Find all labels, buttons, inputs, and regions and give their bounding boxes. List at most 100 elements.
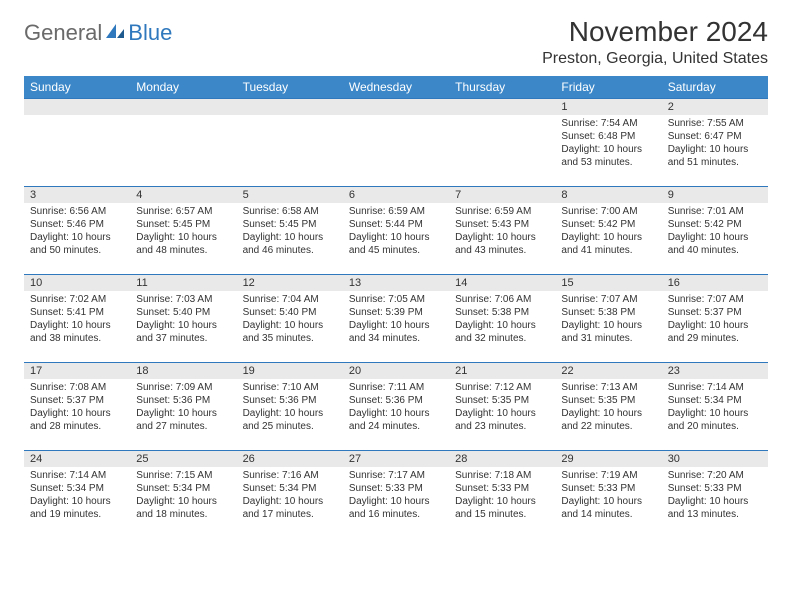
calendar-cell: 21Sunrise: 7:12 AMSunset: 5:35 PMDayligh… — [449, 363, 555, 451]
day-details — [24, 115, 130, 175]
day-details: Sunrise: 7:19 AMSunset: 5:33 PMDaylight:… — [555, 467, 661, 525]
sunset-text: Sunset: 5:35 PM — [561, 394, 655, 407]
sunrise-text: Sunrise: 7:13 AM — [561, 381, 655, 394]
daylight-text: Daylight: 10 hours and 50 minutes. — [30, 231, 124, 257]
calendar-cell: 23Sunrise: 7:14 AMSunset: 5:34 PMDayligh… — [662, 363, 768, 451]
weekday-header: Tuesday — [237, 76, 343, 99]
daylight-text: Daylight: 10 hours and 25 minutes. — [243, 407, 337, 433]
calendar-week-row: 3Sunrise: 6:56 AMSunset: 5:46 PMDaylight… — [24, 187, 768, 275]
day-details: Sunrise: 6:59 AMSunset: 5:43 PMDaylight:… — [449, 203, 555, 261]
day-details: Sunrise: 7:04 AMSunset: 5:40 PMDaylight:… — [237, 291, 343, 349]
day-details: Sunrise: 7:10 AMSunset: 5:36 PMDaylight:… — [237, 379, 343, 437]
calendar-body: 1Sunrise: 7:54 AMSunset: 6:48 PMDaylight… — [24, 99, 768, 539]
sunset-text: Sunset: 5:37 PM — [668, 306, 762, 319]
weekday-header: Sunday — [24, 76, 130, 99]
calendar-week-row: 24Sunrise: 7:14 AMSunset: 5:34 PMDayligh… — [24, 451, 768, 539]
calendar-cell: 19Sunrise: 7:10 AMSunset: 5:36 PMDayligh… — [237, 363, 343, 451]
sunrise-text: Sunrise: 7:14 AM — [668, 381, 762, 394]
title-block: November 2024 Preston, Georgia, United S… — [542, 16, 768, 68]
calendar-cell — [237, 99, 343, 187]
calendar-cell: 11Sunrise: 7:03 AMSunset: 5:40 PMDayligh… — [130, 275, 236, 363]
day-details: Sunrise: 7:11 AMSunset: 5:36 PMDaylight:… — [343, 379, 449, 437]
calendar-cell: 6Sunrise: 6:59 AMSunset: 5:44 PMDaylight… — [343, 187, 449, 275]
day-details: Sunrise: 7:18 AMSunset: 5:33 PMDaylight:… — [449, 467, 555, 525]
sunset-text: Sunset: 5:34 PM — [668, 394, 762, 407]
sunrise-text: Sunrise: 6:59 AM — [455, 205, 549, 218]
day-details — [343, 115, 449, 175]
sunset-text: Sunset: 6:48 PM — [561, 130, 655, 143]
calendar-cell: 10Sunrise: 7:02 AMSunset: 5:41 PMDayligh… — [24, 275, 130, 363]
day-details: Sunrise: 7:05 AMSunset: 5:39 PMDaylight:… — [343, 291, 449, 349]
day-number: 3 — [24, 187, 130, 203]
day-number: 16 — [662, 275, 768, 291]
weekday-header: Monday — [130, 76, 236, 99]
brand-general: General — [24, 20, 102, 46]
sunrise-text: Sunrise: 7:06 AM — [455, 293, 549, 306]
sunset-text: Sunset: 5:39 PM — [349, 306, 443, 319]
daylight-text: Daylight: 10 hours and 46 minutes. — [243, 231, 337, 257]
calendar-cell: 25Sunrise: 7:15 AMSunset: 5:34 PMDayligh… — [130, 451, 236, 539]
daylight-text: Daylight: 10 hours and 20 minutes. — [668, 407, 762, 433]
calendar-cell: 14Sunrise: 7:06 AMSunset: 5:38 PMDayligh… — [449, 275, 555, 363]
day-details — [130, 115, 236, 175]
daylight-text: Daylight: 10 hours and 31 minutes. — [561, 319, 655, 345]
sunrise-text: Sunrise: 7:20 AM — [668, 469, 762, 482]
sunset-text: Sunset: 5:36 PM — [349, 394, 443, 407]
sunrise-text: Sunrise: 7:55 AM — [668, 117, 762, 130]
sunrise-text: Sunrise: 6:57 AM — [136, 205, 230, 218]
calendar-week-row: 10Sunrise: 7:02 AMSunset: 5:41 PMDayligh… — [24, 275, 768, 363]
day-number: 25 — [130, 451, 236, 467]
day-number: 24 — [24, 451, 130, 467]
day-number: 27 — [343, 451, 449, 467]
day-number: 9 — [662, 187, 768, 203]
sunset-text: Sunset: 5:38 PM — [455, 306, 549, 319]
daylight-text: Daylight: 10 hours and 18 minutes. — [136, 495, 230, 521]
sunrise-text: Sunrise: 7:04 AM — [243, 293, 337, 306]
sunrise-text: Sunrise: 7:12 AM — [455, 381, 549, 394]
day-details: Sunrise: 7:16 AMSunset: 5:34 PMDaylight:… — [237, 467, 343, 525]
sunset-text: Sunset: 5:34 PM — [30, 482, 124, 495]
calendar-cell: 9Sunrise: 7:01 AMSunset: 5:42 PMDaylight… — [662, 187, 768, 275]
sunrise-text: Sunrise: 7:07 AM — [561, 293, 655, 306]
day-number: 11 — [130, 275, 236, 291]
day-details: Sunrise: 7:01 AMSunset: 5:42 PMDaylight:… — [662, 203, 768, 261]
day-details: Sunrise: 7:00 AMSunset: 5:42 PMDaylight:… — [555, 203, 661, 261]
day-details: Sunrise: 6:57 AMSunset: 5:45 PMDaylight:… — [130, 203, 236, 261]
day-number: 28 — [449, 451, 555, 467]
day-details: Sunrise: 7:07 AMSunset: 5:37 PMDaylight:… — [662, 291, 768, 349]
sunrise-text: Sunrise: 7:14 AM — [30, 469, 124, 482]
day-number: 5 — [237, 187, 343, 203]
sunset-text: Sunset: 5:36 PM — [243, 394, 337, 407]
sunrise-text: Sunrise: 7:11 AM — [349, 381, 443, 394]
sunset-text: Sunset: 5:34 PM — [136, 482, 230, 495]
sunrise-text: Sunrise: 7:10 AM — [243, 381, 337, 394]
sunset-text: Sunset: 5:43 PM — [455, 218, 549, 231]
daylight-text: Daylight: 10 hours and 40 minutes. — [668, 231, 762, 257]
day-details: Sunrise: 6:58 AMSunset: 5:45 PMDaylight:… — [237, 203, 343, 261]
day-details: Sunrise: 7:13 AMSunset: 5:35 PMDaylight:… — [555, 379, 661, 437]
calendar-cell: 30Sunrise: 7:20 AMSunset: 5:33 PMDayligh… — [662, 451, 768, 539]
day-details: Sunrise: 7:15 AMSunset: 5:34 PMDaylight:… — [130, 467, 236, 525]
day-number: 10 — [24, 275, 130, 291]
calendar-cell — [24, 99, 130, 187]
calendar-cell: 20Sunrise: 7:11 AMSunset: 5:36 PMDayligh… — [343, 363, 449, 451]
page-header: General Blue November 2024 Preston, Geor… — [24, 16, 768, 68]
day-number: 12 — [237, 275, 343, 291]
daylight-text: Daylight: 10 hours and 34 minutes. — [349, 319, 443, 345]
sunrise-text: Sunrise: 7:18 AM — [455, 469, 549, 482]
daylight-text: Daylight: 10 hours and 22 minutes. — [561, 407, 655, 433]
calendar-cell: 18Sunrise: 7:09 AMSunset: 5:36 PMDayligh… — [130, 363, 236, 451]
sunrise-text: Sunrise: 7:07 AM — [668, 293, 762, 306]
sunset-text: Sunset: 5:46 PM — [30, 218, 124, 231]
daylight-text: Daylight: 10 hours and 27 minutes. — [136, 407, 230, 433]
day-number: 1 — [555, 99, 661, 115]
sunrise-text: Sunrise: 7:09 AM — [136, 381, 230, 394]
day-number: 22 — [555, 363, 661, 379]
daylight-text: Daylight: 10 hours and 19 minutes. — [30, 495, 124, 521]
calendar-cell — [449, 99, 555, 187]
sunrise-text: Sunrise: 7:03 AM — [136, 293, 230, 306]
daylight-text: Daylight: 10 hours and 37 minutes. — [136, 319, 230, 345]
daylight-text: Daylight: 10 hours and 53 minutes. — [561, 143, 655, 169]
day-number: 26 — [237, 451, 343, 467]
day-details: Sunrise: 7:09 AMSunset: 5:36 PMDaylight:… — [130, 379, 236, 437]
